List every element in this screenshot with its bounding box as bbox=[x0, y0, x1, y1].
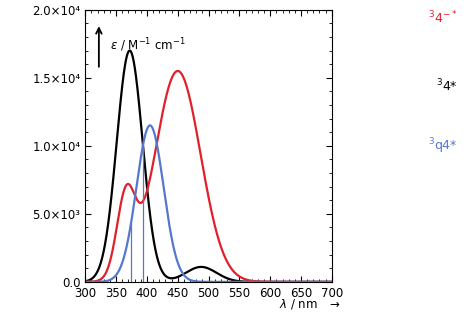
Text: $^3$4$^{-*}$: $^3$4$^{-*}$ bbox=[428, 10, 457, 26]
Text: $\varepsilon$ / M$^{-1}$ cm$^{-1}$: $\varepsilon$ / M$^{-1}$ cm$^{-1}$ bbox=[110, 36, 186, 54]
Text: $\rightarrow$: $\rightarrow$ bbox=[327, 298, 341, 311]
Text: $^3$q4*: $^3$q4* bbox=[428, 136, 457, 156]
Text: $\lambda$ / nm: $\lambda$ / nm bbox=[279, 297, 318, 311]
Text: $^3$4*: $^3$4* bbox=[436, 78, 457, 94]
